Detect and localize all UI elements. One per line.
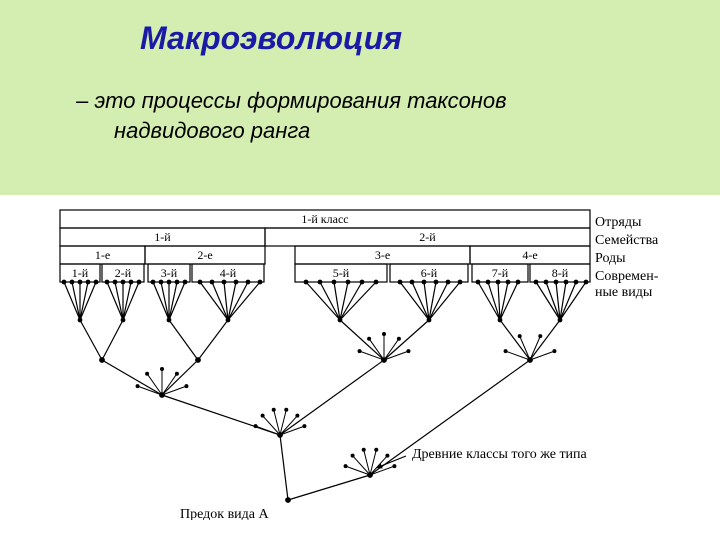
svg-text:1-й класс: 1-й класс [301,212,348,226]
svg-text:1-й: 1-й [72,266,89,280]
svg-text:2-е: 2-е [197,248,212,262]
svg-text:Отряды: Отряды [595,215,642,230]
svg-text:Древние классы того же типа: Древние классы того же типа [412,447,588,462]
svg-text:Предок вида А: Предок вида А [180,507,270,520]
slide: Макроэволюция – это процессы формировани… [0,0,720,540]
svg-text:2-й: 2-й [115,266,132,280]
tree-lines [62,280,589,503]
svg-text:6-й: 6-й [421,266,438,280]
svg-text:7-й: 7-й [492,266,509,280]
svg-text:3-й: 3-й [161,266,178,280]
definition-line-2: надвидового ранга [76,116,670,146]
svg-text:5-й: 5-й [333,266,350,280]
svg-text:1-й: 1-й [154,230,171,244]
page-title: Макроэволюция [0,20,720,57]
svg-text:Семейства: Семейства [595,233,659,248]
svg-text:Современ-: Современ- [595,269,659,284]
svg-text:3-е: 3-е [375,248,390,262]
definition-text: – это процессы формирования таксонов над… [76,86,670,145]
svg-text:4-е: 4-е [522,248,537,262]
free-labels: Предок вида А Древние классы того же типа [180,447,588,520]
svg-text:4-й: 4-й [220,266,237,280]
svg-text:1-е: 1-е [95,248,110,262]
svg-text:8-й: 8-й [552,266,569,280]
taxon-boxes: 1-й класс 1-й 2-й 1-е 2-е 3-е 4-е 1-й 2-й 3-й 4-й 5… [60,210,590,282]
svg-text:ные виды: ные виды [595,285,653,300]
phylogeny-diagram: 1-й класс 1-й 2-й 1-е 2-е 3-е 4-е 1-й 2-й 3-й 4-й 5… [20,200,700,520]
definition-line-1: – это процессы формирования таксонов [76,88,507,113]
svg-text:Роды: Роды [595,251,626,266]
rank-labels: Отряды Семейства Роды Современ-ные виды [595,215,659,300]
svg-text:2-й: 2-й [419,230,436,244]
